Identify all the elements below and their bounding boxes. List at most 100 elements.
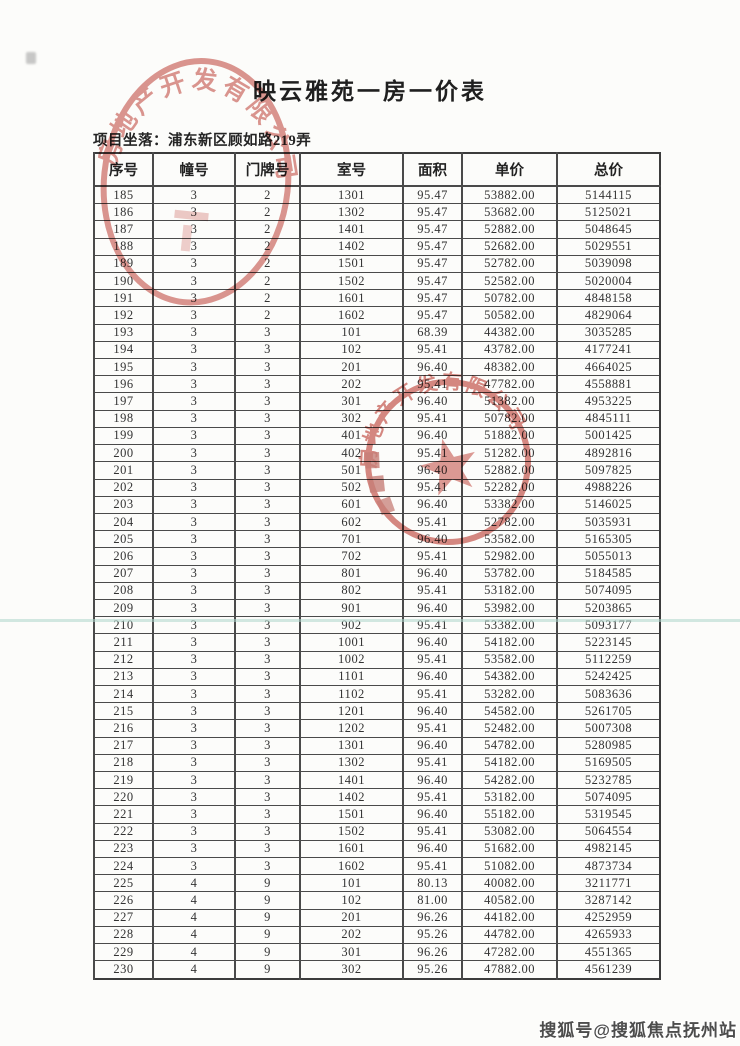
cell-shihao: 302: [299, 409, 404, 428]
cell-mianji: 81.00: [402, 891, 463, 910]
cell-menpaihao: 9: [234, 874, 301, 893]
cell-zhuanghao: 3: [152, 358, 236, 377]
cell-zongjia: 5144115: [556, 185, 661, 205]
cell-danjia: 53382.00: [461, 495, 558, 514]
cell-shihao: 202: [299, 925, 404, 944]
cell-zongjia: 5001425: [556, 426, 661, 446]
cell-menpaihao: 3: [234, 444, 301, 463]
cell-menpaihao: 3: [234, 495, 301, 514]
cell-zongjia: 5169505: [556, 753, 661, 772]
table-row: 199 3 3 401 96.40 51882.00 5001425: [93, 426, 661, 446]
cell-danjia: 51382.00: [461, 392, 558, 411]
cell-mianji: 95.41: [402, 340, 463, 360]
header-shihao: 室号: [299, 152, 404, 187]
cell-xuhao: 200: [93, 444, 154, 463]
cell-menpaihao: 3: [234, 392, 301, 411]
table-row: 197 3 3 301 96.40 51382.00 4953225: [93, 392, 661, 411]
cell-xuhao: 199: [93, 426, 154, 446]
project-location: 项目坐落：浦东新区顾如路219弄: [93, 129, 311, 150]
cell-xuhao: 207: [93, 564, 154, 583]
cell-zhuanghao: 3: [152, 323, 236, 342]
cell-menpaihao: 2: [234, 272, 301, 291]
cell-shihao: 1101: [299, 667, 404, 686]
cell-menpaihao: 3: [234, 598, 301, 618]
table-row: 207 3 3 801 96.40 53782.00 5184585: [93, 564, 661, 583]
cell-xuhao: 226: [93, 891, 154, 910]
cell-xuhao: 188: [93, 237, 154, 256]
table-row: 202 3 3 502 95.41 52282.00 4988226: [93, 478, 661, 497]
table-row: 226 4 9 102 81.00 40582.00 3287142: [93, 891, 661, 910]
cell-xuhao: 197: [93, 392, 154, 411]
cell-zhuanghao: 3: [152, 237, 236, 256]
cell-zongjia: 5074095: [556, 788, 661, 807]
cell-menpaihao: 3: [234, 788, 301, 807]
cell-mianji: 96.40: [402, 530, 463, 549]
cell-xuhao: 198: [93, 409, 154, 428]
project-location-value: 浦东新区顾如路219弄: [168, 133, 312, 149]
cell-danjia: 54282.00: [461, 770, 558, 790]
cell-danjia: 53582.00: [461, 530, 558, 549]
cell-mianji: 95.41: [402, 478, 463, 497]
header-menpaihao: 门牌号: [234, 152, 301, 187]
cell-zhuanghao: 3: [152, 736, 236, 755]
cell-danjia: 54382.00: [461, 667, 558, 686]
cell-mianji: 80.13: [402, 874, 463, 893]
cell-shihao: 1302: [299, 203, 404, 222]
cell-menpaihao: 3: [234, 323, 301, 342]
cell-zhuanghao: 3: [152, 444, 236, 463]
cell-mianji: 96.40: [402, 358, 463, 377]
cell-shihao: 1502: [299, 822, 404, 841]
cell-menpaihao: 3: [234, 478, 301, 497]
scan-artifact-line: [0, 619, 740, 622]
cell-mianji: 95.41: [402, 788, 463, 807]
cell-zhuanghao: 4: [152, 960, 236, 980]
cell-zhuanghao: 3: [152, 667, 236, 686]
cell-menpaihao: 3: [234, 340, 301, 360]
cell-shihao: 901: [299, 598, 404, 618]
price-table-body: 185 3 2 1301 95.47 53882.00 5144115 186 3 2 1302 95…: [93, 185, 661, 980]
cell-danjia: 52882.00: [461, 220, 558, 239]
cell-shihao: 1401: [299, 220, 404, 239]
cell-danjia: 51882.00: [461, 426, 558, 446]
cell-shihao: 502: [299, 478, 404, 497]
cell-zongjia: 5035931: [556, 512, 661, 532]
cell-shihao: 302: [299, 960, 404, 980]
cell-xuhao: 212: [93, 650, 154, 669]
cell-xuhao: 196: [93, 375, 154, 394]
cell-zongjia: 5039098: [556, 254, 661, 274]
table-row: 216 3 3 1202 95.41 52482.00 5007308: [93, 719, 661, 738]
cell-mianji: 96.40: [402, 770, 463, 790]
cell-shihao: 102: [299, 340, 404, 360]
cell-menpaihao: 9: [234, 891, 301, 910]
table-row: 208 3 3 802 95.41 53182.00 5074095: [93, 581, 661, 600]
cell-mianji: 96.40: [402, 495, 463, 514]
cell-zhuanghao: 4: [152, 942, 236, 962]
table-row: 198 3 3 302 95.41 50782.00 4845111: [93, 409, 661, 428]
cell-shihao: 1601: [299, 839, 404, 858]
cell-mianji: 95.41: [402, 512, 463, 532]
cell-mianji: 95.41: [402, 409, 463, 428]
cell-shihao: 1302: [299, 753, 404, 772]
cell-zongjia: 5125021: [556, 203, 661, 222]
cell-danjia: 51682.00: [461, 839, 558, 858]
header-danjia: 单价: [461, 152, 558, 187]
cell-danjia: 51082.00: [461, 856, 558, 876]
cell-mianji: 95.41: [402, 719, 463, 738]
cell-zongjia: 5055013: [556, 547, 661, 566]
table-row: 211 3 3 1001 96.40 54182.00 5223145: [93, 633, 661, 652]
cell-danjia: 44782.00: [461, 925, 558, 944]
cell-zongjia: 4873734: [556, 856, 661, 876]
cell-zongjia: 5223145: [556, 633, 661, 652]
cell-menpaihao: 3: [234, 719, 301, 738]
cell-zhuanghao: 3: [152, 530, 236, 549]
cell-shihao: 301: [299, 392, 404, 411]
cell-mianji: 95.47: [402, 185, 463, 205]
cell-danjia: 47782.00: [461, 375, 558, 394]
cell-danjia: 53582.00: [461, 650, 558, 669]
cell-zongjia: 5029551: [556, 237, 661, 256]
cell-xuhao: 205: [93, 530, 154, 549]
cell-zhuanghao: 3: [152, 272, 236, 291]
cell-mianji: 96.40: [402, 426, 463, 446]
cell-shihao: 101: [299, 874, 404, 893]
